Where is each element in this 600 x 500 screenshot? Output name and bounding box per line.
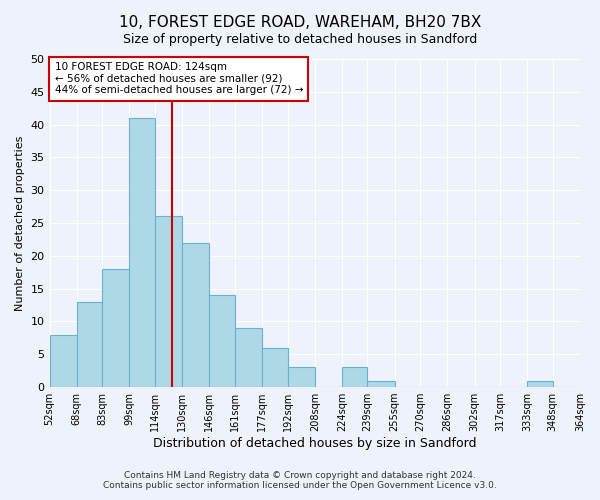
Bar xyxy=(50,334,77,387)
Bar xyxy=(182,242,209,387)
Bar xyxy=(209,295,235,387)
Bar xyxy=(342,368,367,387)
Y-axis label: Number of detached properties: Number of detached properties xyxy=(15,136,25,310)
Bar xyxy=(262,348,287,387)
Bar xyxy=(367,380,395,387)
X-axis label: Distribution of detached houses by size in Sandford: Distribution of detached houses by size … xyxy=(153,437,476,450)
Bar xyxy=(235,328,262,387)
Text: Contains HM Land Registry data © Crown copyright and database right 2024.
Contai: Contains HM Land Registry data © Crown c… xyxy=(103,470,497,490)
Text: 10, FOREST EDGE ROAD, WAREHAM, BH20 7BX: 10, FOREST EDGE ROAD, WAREHAM, BH20 7BX xyxy=(119,15,481,30)
Bar xyxy=(287,368,315,387)
Bar xyxy=(130,118,155,387)
Bar xyxy=(155,216,182,387)
Bar xyxy=(77,302,102,387)
Bar xyxy=(527,380,553,387)
Text: Size of property relative to detached houses in Sandford: Size of property relative to detached ho… xyxy=(123,32,477,46)
Bar xyxy=(102,269,130,387)
Text: 10 FOREST EDGE ROAD: 124sqm
← 56% of detached houses are smaller (92)
44% of sem: 10 FOREST EDGE ROAD: 124sqm ← 56% of det… xyxy=(55,62,303,96)
